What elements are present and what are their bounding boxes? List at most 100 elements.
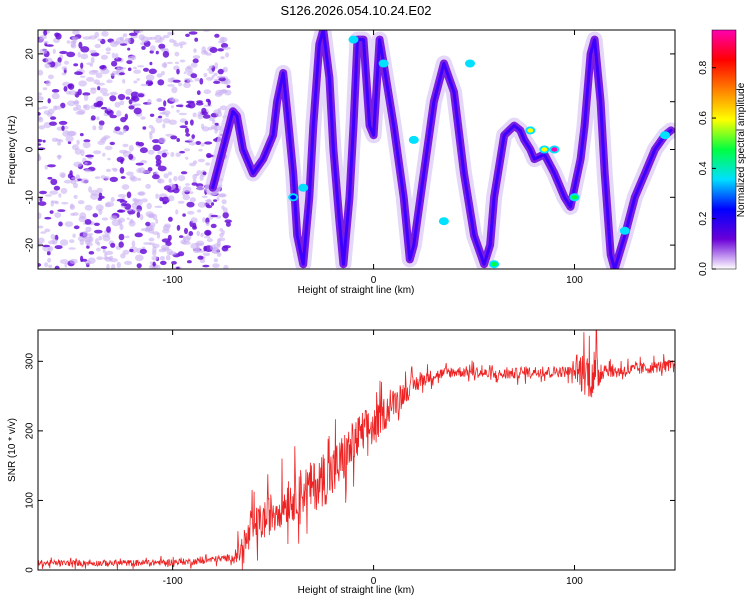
noise-speck (159, 48, 169, 51)
noise-speck (85, 226, 92, 233)
noise-speck (132, 197, 138, 202)
noise-speck (151, 250, 157, 256)
noise-speck (192, 160, 198, 164)
colorbar-label: Normalized spectral amplitude (736, 82, 747, 217)
noise-speck (98, 124, 103, 131)
noise-speck (225, 52, 230, 58)
ridge-peaks (288, 35, 670, 269)
noise-speck (155, 193, 159, 199)
noise-speck (101, 136, 108, 141)
noise-speck (109, 258, 118, 263)
noise-speck (163, 100, 167, 107)
noise-speck (121, 203, 128, 207)
noise-speck (120, 176, 126, 179)
noise-speck (204, 141, 213, 145)
spectrogram-x-tick-label: 0 (371, 275, 377, 286)
spectrogram-y-axis-label: Frequency (Hz) (7, 116, 18, 185)
noise-speck (48, 264, 53, 268)
spectrogram-y-tick-label: -20 (25, 237, 36, 252)
noise-speck (69, 239, 75, 244)
noise-speck (147, 98, 152, 106)
noise-speck (216, 240, 221, 247)
noise-speck (220, 56, 225, 60)
noise-speck (197, 201, 207, 208)
noise-speck (80, 178, 89, 184)
noise-speck (96, 82, 105, 86)
colorbar-scale (711, 29, 737, 270)
noise-speck (157, 106, 166, 111)
noise-speck (161, 62, 168, 68)
snr-x-tick-label: 100 (566, 576, 583, 587)
noise-speck (84, 204, 93, 211)
noise-speck (141, 36, 149, 43)
noise-speck (98, 120, 105, 126)
noise-speck (51, 92, 60, 100)
noise-speck (79, 212, 87, 219)
noise-speck (42, 139, 46, 143)
noise-speck (133, 66, 137, 70)
noise-speck (84, 169, 92, 173)
noise-speck (47, 74, 54, 80)
chart-title: S126.2026.054.10.24.E02 (280, 3, 431, 18)
noise-speck (182, 186, 192, 193)
noise-speck (116, 110, 122, 117)
noise-speck (162, 201, 167, 205)
noise-speck (109, 215, 118, 221)
noise-speck (38, 116, 44, 123)
noise-speck (114, 101, 121, 108)
noise-speck (188, 138, 195, 142)
noise-speck (223, 264, 229, 269)
noise-speck (73, 63, 79, 67)
noise-speck (173, 42, 181, 47)
noise-speck (70, 179, 77, 185)
noise-speck (203, 236, 211, 239)
noise-speck (152, 139, 160, 144)
noise-speck (177, 251, 185, 257)
noise-speck (185, 104, 192, 108)
noise-speck (202, 171, 207, 176)
noise-speck (180, 171, 188, 175)
noise-speck (96, 116, 100, 121)
noise-speck (173, 175, 178, 182)
noise-speck (211, 75, 215, 79)
snr-y-ticks: 0 100 200 300 (25, 353, 675, 573)
noise-speck (205, 230, 211, 236)
noise-speck (38, 69, 44, 76)
noise-speck (221, 245, 229, 252)
noise-speck (140, 116, 146, 120)
noise-speck (38, 96, 44, 101)
noise-speck (92, 213, 99, 218)
noise-speck (38, 139, 43, 143)
noise-speck (214, 62, 218, 70)
noise-speck (102, 235, 111, 242)
noise-speck (39, 197, 43, 202)
noise-speck (83, 94, 89, 101)
noise-speck (97, 38, 103, 42)
noise-speck (38, 125, 45, 130)
noise-speck (115, 130, 123, 135)
noise-speck (137, 142, 145, 147)
spectrogram-y-tick-label: 10 (25, 96, 36, 108)
noise-speck (222, 66, 228, 73)
noise-speck (97, 100, 104, 107)
noise-speck (154, 205, 163, 208)
spectrogram-y-tick-label: 20 (25, 48, 36, 60)
noise-speck (161, 152, 167, 158)
noise-speck (174, 61, 180, 65)
ridge-peak-core (571, 195, 578, 200)
ridge-peak-core (551, 147, 558, 152)
noise-speck (137, 93, 145, 98)
noise-speck (133, 209, 142, 212)
noise-speck (54, 212, 62, 219)
noise-speck (185, 33, 190, 37)
noise-speck (128, 145, 134, 152)
noise-speck (38, 143, 42, 146)
noise-speck (218, 193, 227, 198)
noise-speck (208, 70, 214, 74)
noise-speck (187, 260, 192, 264)
noise-speck (149, 113, 155, 118)
noise-speck (80, 149, 85, 157)
noise-speck (73, 194, 78, 199)
ridge-peak-core (300, 185, 307, 190)
noise-speck (155, 50, 159, 55)
